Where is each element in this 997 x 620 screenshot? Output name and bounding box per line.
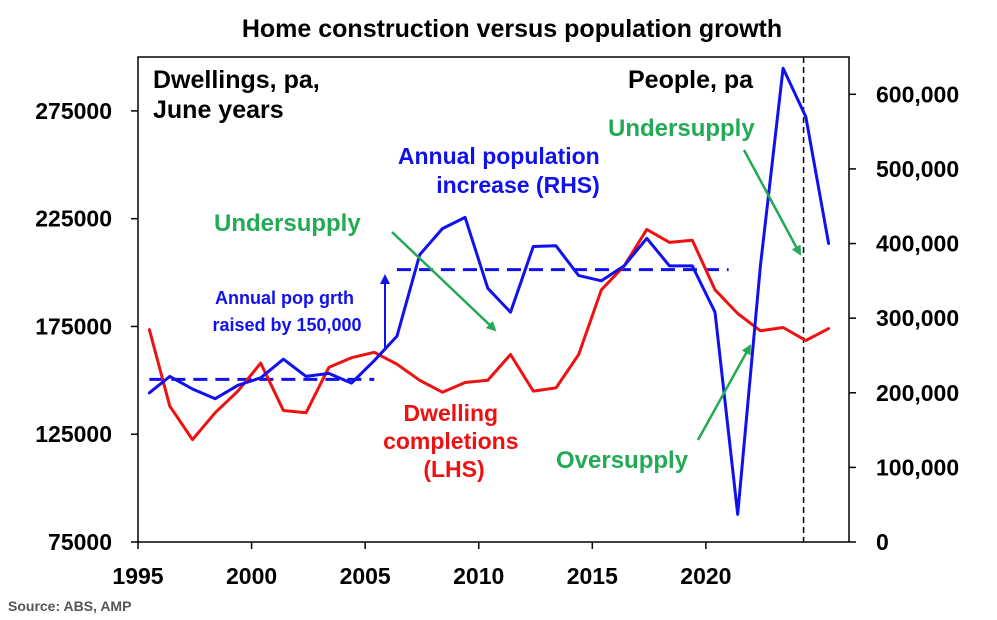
x-axis-ticks: 1995 2000 2005 2010 2015 2020	[112, 542, 731, 589]
rhs-tick-label: 400,000	[876, 231, 959, 257]
rhs-axis-label: People, pa	[628, 66, 754, 94]
dwelling-series-label: Dwelling completions (LHS)	[383, 400, 525, 482]
oversupply-label: Oversupply	[556, 447, 689, 474]
rhs-tick-label: 100,000	[876, 454, 959, 480]
lhs-tick-label: 75000	[48, 529, 112, 555]
undersupply-arrow-1	[391, 231, 497, 332]
right-axis-ticks: 0 100,000 200,000 300,000 400,000 500,000 600,…	[849, 81, 959, 555]
x-tick-label: 1995	[112, 563, 163, 589]
chart-title: Home construction versus population grow…	[242, 15, 782, 43]
rhs-tick-label: 600,000	[876, 81, 959, 107]
x-tick-label: 2000	[226, 563, 277, 589]
x-tick-label: 2020	[680, 563, 731, 589]
series-lines	[147, 66, 831, 516]
dwelling-completions-line	[147, 227, 831, 442]
plot-area	[137, 56, 850, 543]
rhs-tick-label: 300,000	[876, 305, 959, 331]
rhs-tick-label: 0	[876, 529, 889, 555]
population-series-label: Annual population increase (RHS)	[398, 143, 606, 198]
undersupply-label-1: Undersupply	[214, 210, 361, 237]
population-increase-line	[147, 66, 831, 516]
undersupply-arrow-2	[742, 149, 802, 256]
dashed-level-lines	[149, 268, 729, 381]
lhs-tick-label: 175000	[35, 313, 112, 339]
rhs-tick-label: 500,000	[876, 156, 959, 182]
x-tick-label: 2010	[453, 563, 504, 589]
source-note: Source: ABS, AMP	[8, 598, 132, 614]
left-axis-ticks: 75000 125000 175000 225000 275000	[35, 98, 138, 555]
pop-growth-raised-label: Annual pop grth raised by 150,000	[212, 288, 361, 335]
x-tick-label: 2005	[340, 563, 391, 589]
undersupply-label-2: Undersupply	[608, 115, 755, 142]
lhs-tick-label: 225000	[35, 206, 112, 232]
lhs-tick-label: 275000	[35, 98, 112, 124]
rhs-tick-label: 200,000	[876, 380, 959, 406]
oversupply-arrow	[696, 344, 752, 441]
lhs-tick-label: 125000	[35, 421, 112, 447]
x-tick-label: 2015	[567, 563, 618, 589]
lhs-axis-label: Dwellings, pa, June years	[153, 66, 327, 124]
